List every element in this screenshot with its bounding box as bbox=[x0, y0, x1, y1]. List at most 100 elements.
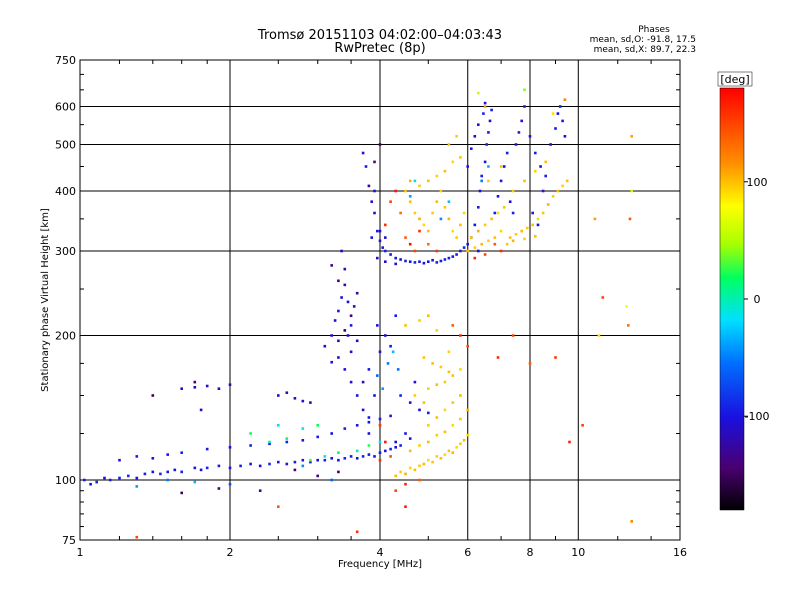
data-point bbox=[427, 424, 430, 427]
data-point bbox=[376, 229, 379, 233]
data-point bbox=[135, 485, 139, 488]
data-point bbox=[389, 447, 392, 451]
data-point bbox=[455, 253, 458, 256]
data-point bbox=[630, 520, 633, 523]
data-point bbox=[378, 458, 382, 462]
data-point bbox=[340, 296, 343, 299]
data-point bbox=[337, 470, 340, 474]
data-point bbox=[343, 368, 347, 371]
data-point bbox=[435, 416, 439, 419]
data-point bbox=[427, 260, 430, 263]
data-point bbox=[373, 189, 376, 193]
data-point bbox=[511, 334, 515, 337]
data-point bbox=[367, 444, 371, 447]
phases-o-stats: mean, sd,O: -91.8, 17.5 bbox=[590, 35, 696, 45]
data-point bbox=[473, 256, 477, 260]
data-point bbox=[551, 195, 555, 198]
data-point bbox=[316, 474, 319, 478]
data-point bbox=[309, 458, 312, 462]
data-point bbox=[277, 460, 280, 464]
data-point bbox=[205, 466, 209, 470]
data-point bbox=[427, 242, 430, 246]
data-point bbox=[118, 458, 121, 462]
data-point bbox=[103, 476, 106, 480]
data-point bbox=[277, 394, 280, 397]
data-point bbox=[462, 439, 466, 442]
data-point bbox=[352, 305, 356, 308]
data-point bbox=[399, 211, 402, 215]
data-point bbox=[477, 91, 480, 95]
data-point bbox=[563, 98, 567, 101]
data-point bbox=[394, 189, 397, 193]
data-point bbox=[478, 189, 482, 193]
data-point bbox=[544, 174, 547, 178]
data-point bbox=[462, 246, 466, 249]
data-point bbox=[418, 478, 421, 482]
data-point bbox=[370, 236, 373, 239]
data-point bbox=[301, 427, 305, 430]
data-point bbox=[404, 324, 407, 327]
data-point bbox=[455, 135, 458, 138]
data-point bbox=[477, 206, 480, 209]
data-point bbox=[511, 189, 515, 193]
data-point bbox=[151, 457, 155, 460]
data-point bbox=[391, 350, 395, 354]
data-point bbox=[487, 131, 490, 134]
data-point bbox=[413, 179, 417, 183]
data-point bbox=[536, 217, 540, 221]
data-point bbox=[627, 324, 630, 327]
colorbar-ticks: 100 0 -100 bbox=[744, 176, 769, 423]
data-point bbox=[370, 200, 373, 203]
data-point bbox=[541, 211, 545, 215]
data-point bbox=[597, 334, 601, 337]
data-point bbox=[301, 439, 305, 442]
data-point bbox=[541, 189, 545, 193]
data-point bbox=[447, 200, 451, 203]
x-tick-label: 10 bbox=[571, 546, 585, 559]
data-point bbox=[399, 258, 402, 261]
data-point bbox=[193, 380, 197, 384]
data-point bbox=[378, 239, 382, 243]
data-point bbox=[337, 309, 340, 313]
data-point bbox=[459, 394, 462, 397]
data-point bbox=[193, 386, 197, 389]
data-point bbox=[459, 223, 462, 227]
data-point bbox=[418, 408, 421, 412]
data-point bbox=[496, 211, 500, 215]
data-point bbox=[404, 189, 407, 193]
data-point bbox=[439, 217, 443, 221]
data-point bbox=[355, 424, 359, 427]
data-point bbox=[505, 242, 509, 246]
data-point bbox=[349, 314, 353, 317]
data-point bbox=[470, 236, 473, 239]
data-point bbox=[451, 374, 455, 377]
data-point bbox=[502, 206, 506, 209]
data-point bbox=[473, 223, 477, 227]
data-point bbox=[549, 143, 552, 146]
y-tick-label: 300 bbox=[55, 245, 76, 258]
y-axis-title: Stationary phase Virtual Height [km] bbox=[40, 208, 51, 392]
data-point bbox=[561, 184, 564, 188]
data-point bbox=[427, 411, 430, 415]
data-point bbox=[435, 200, 439, 203]
data-point bbox=[593, 217, 597, 221]
data-point bbox=[367, 432, 371, 435]
data-point bbox=[361, 408, 365, 412]
data-point bbox=[451, 229, 455, 233]
data-point bbox=[408, 437, 412, 440]
data-point bbox=[418, 464, 421, 468]
data-point bbox=[95, 480, 98, 484]
data-point bbox=[355, 530, 359, 534]
colorbar-label: [deg] bbox=[720, 73, 749, 86]
data-point bbox=[394, 446, 397, 449]
x-tick-label: 1 bbox=[77, 546, 84, 559]
data-point bbox=[378, 229, 382, 233]
data-point bbox=[520, 229, 523, 233]
data-point bbox=[554, 356, 557, 359]
data-point bbox=[404, 482, 407, 486]
data-point bbox=[330, 432, 333, 435]
data-point bbox=[459, 334, 462, 337]
data-point bbox=[459, 442, 462, 446]
data-point bbox=[277, 424, 280, 427]
data-point bbox=[413, 468, 417, 472]
